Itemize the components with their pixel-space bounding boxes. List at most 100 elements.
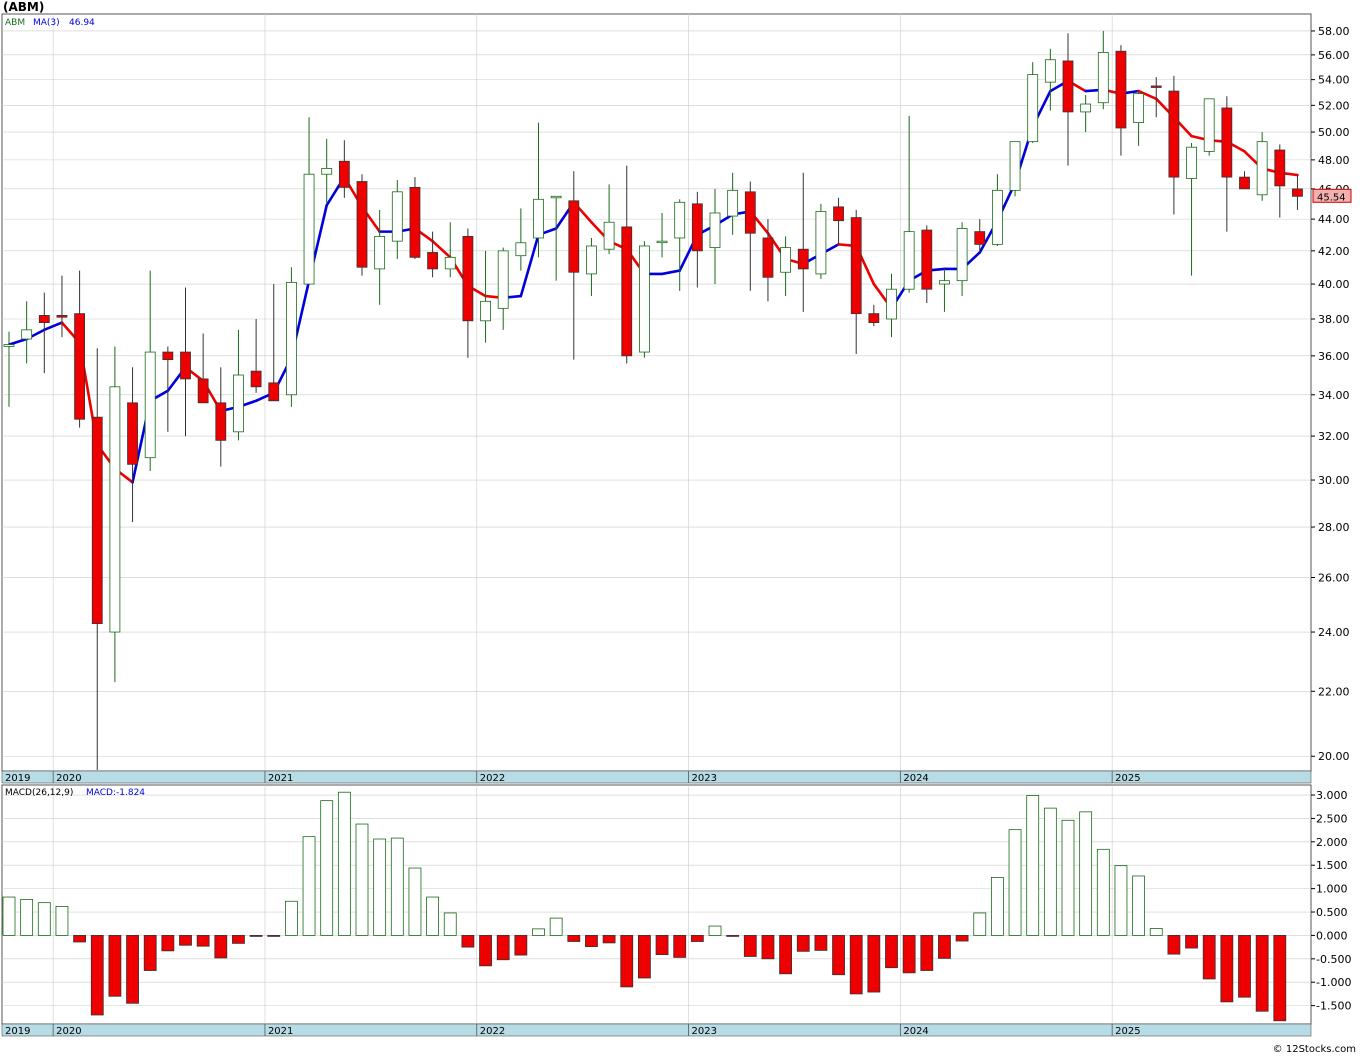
macd-bar bbox=[320, 800, 334, 936]
candle bbox=[1274, 144, 1286, 218]
candle bbox=[621, 165, 633, 364]
candle-body bbox=[974, 231, 986, 245]
macd-date-label: 2019 bbox=[5, 1026, 30, 1037]
macd-bar bbox=[549, 917, 563, 936]
candle-body bbox=[586, 245, 597, 275]
candle-body bbox=[74, 313, 85, 420]
candle bbox=[215, 367, 227, 467]
price-tick-label: 44.00 bbox=[1318, 213, 1350, 226]
price-tick-label: 28.00 bbox=[1318, 521, 1350, 534]
candle-body bbox=[1080, 103, 1092, 113]
ma-segment bbox=[519, 233, 540, 298]
candle-body bbox=[850, 217, 862, 315]
candle-body bbox=[1292, 188, 1303, 197]
candle-body bbox=[921, 229, 933, 290]
macd-bar bbox=[690, 935, 704, 942]
macd-tick-label: -1.000 bbox=[1316, 976, 1351, 989]
macd-tick-label: 2.000 bbox=[1316, 836, 1348, 849]
candle bbox=[639, 241, 650, 358]
candle bbox=[1186, 143, 1197, 276]
candle-body bbox=[797, 248, 809, 270]
candle-body bbox=[1274, 149, 1286, 187]
candle-body bbox=[939, 280, 950, 285]
macd-bar bbox=[532, 928, 545, 936]
macd-legend-label: MACD(26,12,9) bbox=[5, 788, 73, 798]
macd-bar bbox=[408, 867, 422, 936]
candle-body bbox=[833, 206, 844, 222]
candle-body bbox=[815, 211, 827, 275]
candle-body bbox=[1062, 60, 1074, 113]
candle bbox=[427, 231, 439, 278]
candle-body bbox=[356, 181, 368, 268]
price-date-strip bbox=[1, 770, 1312, 784]
candle-body bbox=[639, 245, 650, 353]
candle-body bbox=[268, 382, 280, 402]
candle bbox=[939, 268, 950, 312]
candle-body bbox=[374, 235, 386, 270]
candle-body bbox=[197, 378, 209, 404]
candle-body bbox=[338, 160, 350, 188]
candle bbox=[1044, 48, 1056, 111]
macd-bar bbox=[214, 935, 228, 959]
candle-body bbox=[444, 256, 456, 270]
macd-bar bbox=[90, 935, 104, 1016]
macd-bar bbox=[920, 935, 934, 971]
macd-bar bbox=[902, 935, 916, 974]
price-tick-label: 50.00 bbox=[1318, 126, 1350, 139]
macd-bars bbox=[2, 791, 1287, 1022]
ma-segment bbox=[1137, 89, 1158, 101]
candle bbox=[886, 273, 897, 338]
candle bbox=[338, 140, 350, 198]
macd-bar bbox=[1026, 795, 1040, 936]
candle bbox=[480, 250, 491, 343]
price-tick-label: 42.00 bbox=[1318, 245, 1350, 258]
candle bbox=[285, 267, 297, 407]
candle bbox=[162, 346, 174, 432]
macd-bar bbox=[196, 935, 210, 947]
candle-body bbox=[144, 351, 156, 459]
candle-body bbox=[1097, 52, 1109, 104]
macd-date-label: 2020 bbox=[56, 1026, 81, 1037]
candle bbox=[1133, 92, 1144, 146]
candle-body bbox=[233, 374, 244, 433]
candle bbox=[1027, 62, 1039, 144]
macd-bar bbox=[761, 935, 775, 960]
candle bbox=[1221, 96, 1233, 232]
macd-bar bbox=[1132, 875, 1145, 936]
macd-x-axis: 2019 2020 2021 2022 2023 2024 2025 bbox=[5, 1024, 1141, 1037]
price-x-axis: 2019 2020 2021 2022 2023 2024 2025 bbox=[5, 771, 1141, 784]
price-tick-label: 32.00 bbox=[1318, 430, 1350, 443]
candle bbox=[956, 222, 968, 297]
price-tick-label: 56.00 bbox=[1318, 49, 1350, 62]
macd-tick-label: 1.000 bbox=[1316, 883, 1348, 896]
candle bbox=[1062, 33, 1074, 166]
macd-bar bbox=[1273, 935, 1287, 1022]
macd-bar bbox=[37, 902, 51, 936]
macd-bar bbox=[267, 935, 281, 937]
candle-body bbox=[1009, 141, 1021, 191]
macd-bar bbox=[973, 912, 987, 936]
macd-bar bbox=[796, 935, 810, 952]
macd-bar bbox=[514, 935, 528, 956]
candle bbox=[533, 122, 544, 258]
macd-gridlines bbox=[2, 785, 1311, 1024]
macd-bar bbox=[1185, 935, 1198, 949]
price-tick-label: 34.00 bbox=[1318, 389, 1350, 402]
candle-body bbox=[621, 226, 633, 357]
price-tick-label: 58.00 bbox=[1318, 25, 1350, 38]
candle-body bbox=[992, 189, 1003, 245]
candle-body bbox=[285, 281, 297, 396]
candle-body bbox=[38, 315, 50, 323]
candle-body bbox=[1256, 141, 1268, 196]
candle bbox=[992, 174, 1003, 246]
macd-bar bbox=[496, 935, 510, 961]
macd-panel bbox=[1, 784, 1312, 1025]
macd-bar bbox=[2, 896, 16, 936]
candle bbox=[850, 209, 862, 354]
ma-segment bbox=[431, 239, 452, 259]
macd-bar bbox=[179, 935, 192, 946]
candle bbox=[391, 180, 403, 259]
macd-bar bbox=[108, 935, 122, 997]
